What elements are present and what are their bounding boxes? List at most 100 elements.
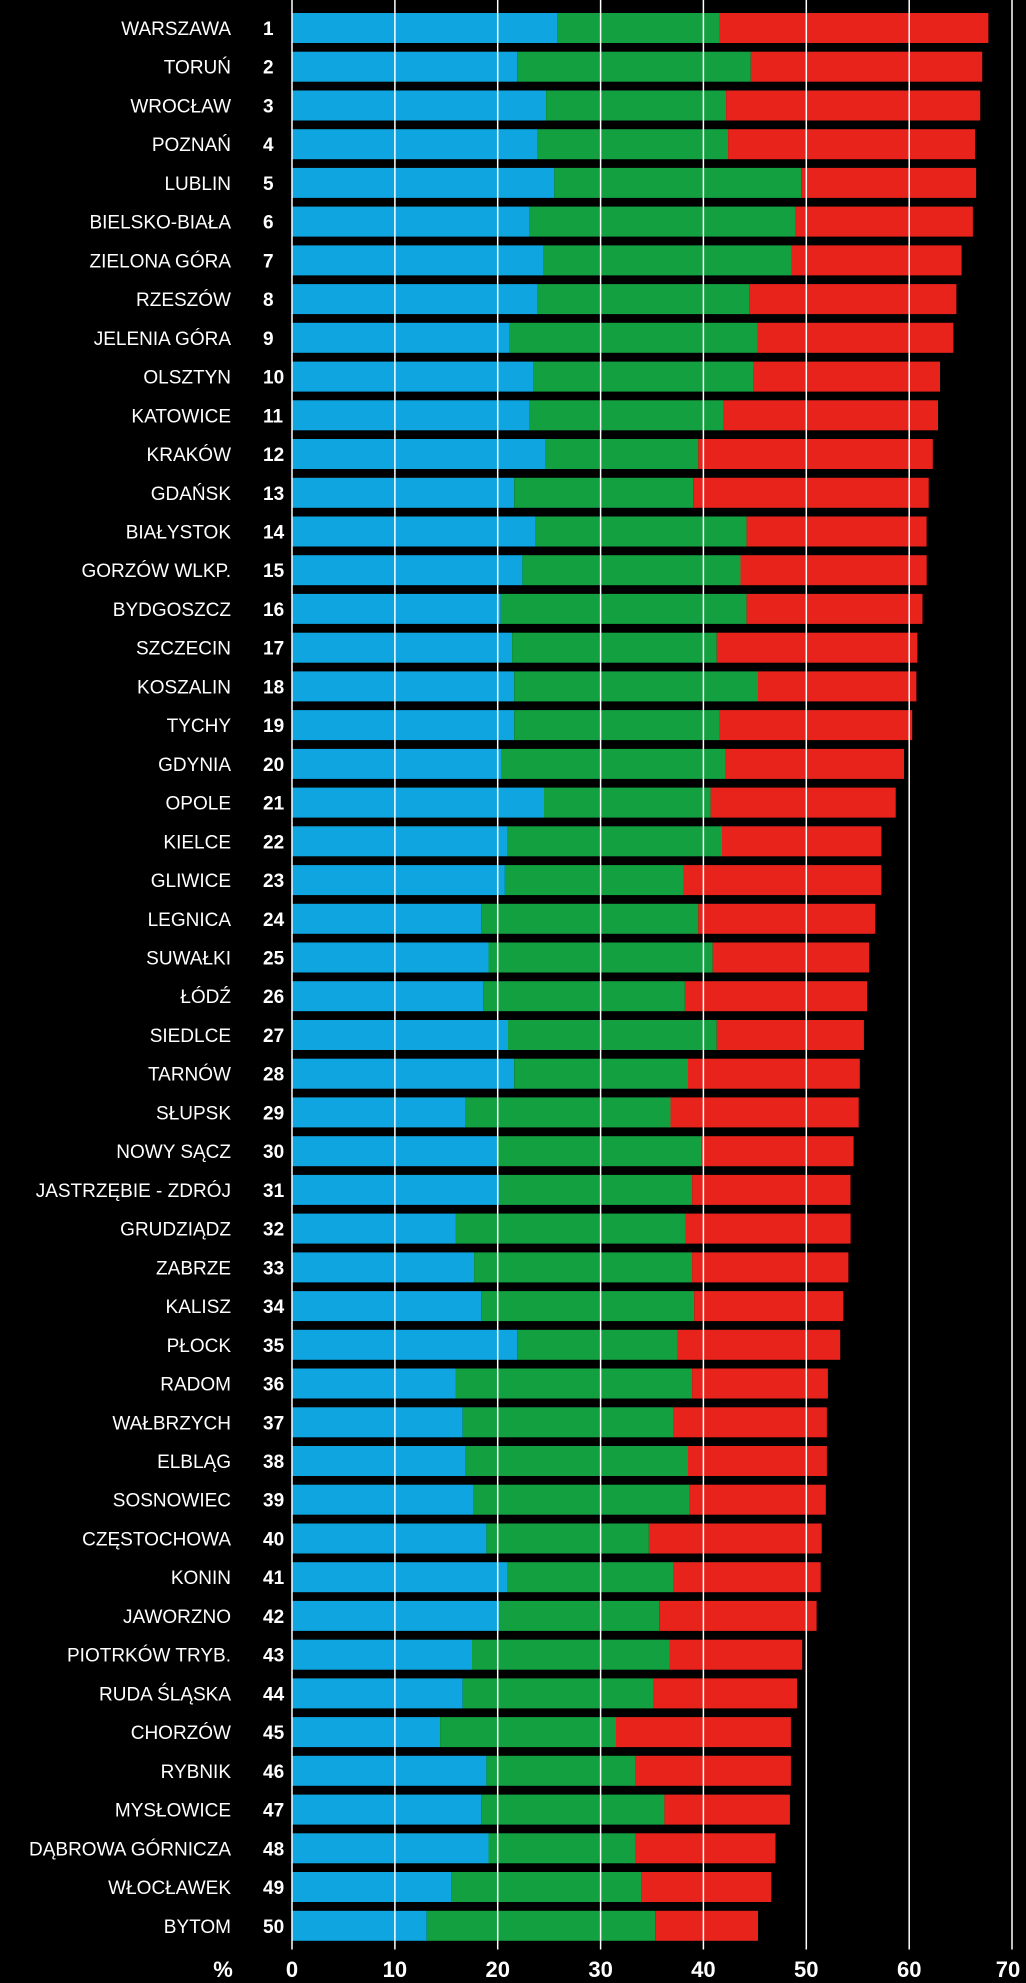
city-label: RADOM (160, 1375, 231, 1396)
bar-segment-blue (292, 400, 530, 431)
bar-segment-green (504, 865, 684, 896)
city-label: GORZÓW WLKP. (81, 560, 231, 582)
x-tick-label: 60 (897, 1957, 921, 1982)
bar-segment-blue (292, 477, 515, 508)
bar-segment-red (673, 1407, 827, 1438)
city-label: MYSŁOWICE (115, 1801, 231, 1822)
bar-segment-red (655, 1910, 758, 1941)
city-label: SIEDLCE (150, 1026, 231, 1047)
rank-label: 33 (263, 1258, 284, 1279)
bar-segment-red (712, 942, 869, 973)
bar-segment-green (557, 13, 720, 43)
bar-segment-red (723, 400, 938, 431)
bar-segment-blue (292, 903, 482, 934)
city-label: NOWY SĄCZ (116, 1142, 231, 1163)
bar-segment-green (507, 826, 722, 857)
rank-label: 46 (263, 1762, 284, 1783)
city-label: BYTOM (164, 1917, 231, 1938)
city-label: LUBLIN (164, 174, 231, 195)
bar-segment-green (497, 1136, 702, 1167)
rank-label: 37 (263, 1413, 284, 1434)
bar-segment-red (664, 1794, 790, 1825)
city-label: ŁÓDŹ (180, 986, 231, 1008)
city-label: ZABRZE (156, 1258, 231, 1279)
bar-segment-green (481, 1291, 695, 1322)
bar-segment-blue (292, 787, 544, 818)
bar-segment-blue (292, 51, 518, 82)
rank-label: 44 (263, 1684, 285, 1705)
rank-label: 28 (263, 1065, 284, 1086)
bar-segment-green (509, 322, 758, 353)
bar-segment-green (451, 1872, 642, 1902)
bar-segment-blue (292, 1833, 489, 1864)
bar-segment-blue (292, 1794, 482, 1825)
bar-segment-blue (292, 1097, 466, 1128)
rank-label: 36 (263, 1375, 284, 1396)
rank-label: 49 (263, 1878, 284, 1899)
rank-label: 12 (263, 445, 284, 466)
city-label: PŁOCK (167, 1336, 232, 1357)
bar-segment-green (481, 903, 699, 934)
bar-segment-green (472, 1639, 670, 1670)
city-label: SOSNOWIEC (113, 1491, 231, 1512)
bar-segment-green (486, 1523, 649, 1554)
rank-label: 9 (263, 329, 274, 350)
rank-label: 2 (263, 58, 274, 79)
rank-label: 47 (263, 1801, 284, 1822)
bar-segment-green (455, 1368, 693, 1399)
rank-label: 48 (263, 1839, 284, 1860)
city-label: KATOWICE (131, 406, 231, 427)
city-label: BIAŁYSTOK (126, 523, 232, 544)
bar-segment-red (635, 1755, 791, 1786)
bar-segment-red (673, 1562, 821, 1593)
city-label: JASTRZĘBIE - ZDRÓJ (36, 1180, 231, 1202)
city-label: LEGNICA (148, 910, 232, 931)
rank-label: 38 (263, 1452, 284, 1473)
bar-segment-green (543, 245, 792, 276)
rank-label: 4 (263, 135, 274, 156)
bar-segment-green (426, 1910, 655, 1941)
bar-segment-blue (292, 1755, 487, 1786)
bar-segment-red (684, 981, 867, 1012)
x-tick-label: 20 (485, 1957, 509, 1982)
x-axis: % 0 10 20 30 40 50 60 70 (213, 1957, 1020, 1982)
city-label: CHORZÓW (131, 1722, 231, 1744)
bar-segment-green (522, 555, 741, 586)
rank-label: 29 (263, 1103, 284, 1124)
bar-segment-green (517, 1329, 678, 1360)
city-label: PIOTRKÓW TRYB. (67, 1645, 231, 1667)
bar-segment-green (512, 632, 717, 663)
x-axis-unit-label: % (213, 1957, 233, 1982)
city-label: TORUŃ (164, 58, 231, 79)
bar-segment-red (693, 477, 929, 508)
x-tick-label: 10 (383, 1957, 407, 1982)
city-label: KIELCE (163, 832, 231, 853)
bar-segment-green (545, 439, 699, 469)
rank-label: 16 (263, 600, 284, 621)
bar-segment-red (750, 51, 983, 82)
city-label: SUWAŁKI (146, 949, 231, 970)
bar-segment-green (514, 671, 758, 702)
city-label: WARSZAWA (121, 19, 231, 40)
bar-segment-blue (292, 710, 515, 741)
bar-segment-red (725, 748, 904, 779)
bar-segment-blue (292, 593, 501, 624)
city-label: KOSZALIN (137, 677, 231, 698)
rank-label: 8 (263, 290, 274, 311)
bar-segment-blue (292, 284, 538, 315)
city-label: BIELSKO-BIAŁA (89, 213, 231, 234)
city-label: TARNÓW (148, 1064, 231, 1086)
rank-label: 3 (263, 97, 274, 118)
bar-segment-red (758, 671, 917, 702)
rank-label: 41 (263, 1568, 285, 1589)
city-label: WAŁBRZYCH (112, 1413, 231, 1434)
rank-label: 43 (263, 1646, 284, 1667)
bar-segment-red (726, 90, 981, 121)
city-label: DĄBROWA GÓRNICZA (29, 1838, 231, 1860)
bar-segment-green (544, 787, 711, 818)
bar-segment-green (465, 1446, 688, 1476)
rank-label: 1 (263, 19, 274, 40)
bar-segment-red (753, 361, 940, 392)
x-tick-label: 30 (588, 1957, 612, 1982)
rank-label: 18 (263, 677, 284, 698)
